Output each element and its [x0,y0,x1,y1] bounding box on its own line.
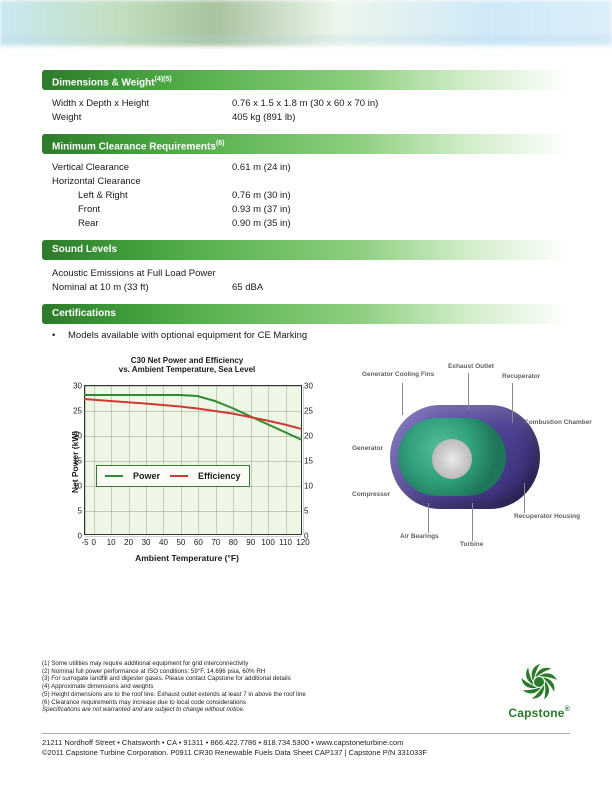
cutaway-diagram: Generator Cooling Fins Exhaust Outlet Re… [352,363,566,553]
footer: 21211 Nordhoff Street • Chatsworth • CA … [42,738,570,758]
label-compressor: Compressor [352,491,390,498]
kv-value: 0.76 x 1.5 x 1.8 m (30 x 60 x 70 in) [232,98,562,109]
kv-label: Horizontal Clearance [52,176,232,187]
chart-title-l2: vs. Ambient Temperature, Sea Level [119,365,256,374]
logo-name: Capstone® [508,706,570,720]
kv-value [232,176,562,187]
kv-value: 65 dBA [232,282,562,293]
bullet-dot: • [52,330,68,341]
dimensions-table: Width x Depth x Height0.76 x 1.5 x 1.8 m… [52,96,562,124]
section-header-dimensions: Dimensions & Weight(4)(5) [42,70,570,90]
lead-line [512,383,513,423]
chart-title: C30 Net Power and Efficiency vs. Ambient… [42,357,332,375]
kv-label: Width x Depth x Height [52,98,232,109]
kv-label: Front [52,204,232,215]
section-title-sup: (4)(5) [155,76,172,83]
footnote-3: (3) For surrogate landfill and digester … [42,675,570,683]
footnote-2: (2) Nominal full power performance at IS… [42,668,570,676]
footer-copyright: ©2011 Capstone Turbine Corporation. P091… [42,748,570,758]
chart-legend: Power Efficiency [96,465,250,487]
kv-label: Left & Right [52,190,232,201]
sound-note: Acoustic Emissions at Full Load Power [52,266,570,280]
lead-line [468,373,469,409]
kv-value: 0.93 m (37 in) [232,204,562,215]
footnote-1: (1) Some utilities may require additiona… [42,660,570,668]
section-header-cert: Certifications [42,304,570,324]
disclaimer: Specifications are not warranted and are… [42,706,570,714]
kv-row: Horizontal Clearance [52,174,562,188]
kv-row: Width x Depth x Height0.76 x 1.5 x 1.8 m… [52,96,562,110]
sound-table: Nominal at 10 m (33 ft)65 dBA [52,280,562,294]
section-header-sound: Sound Levels [42,240,570,260]
cert-bullet-line: • Models available with optional equipme… [52,330,570,341]
chart-x-label: Ambient Temperature (°F) [42,553,332,563]
power-efficiency-chart: C30 Net Power and Efficiency vs. Ambient… [42,357,332,567]
lead-line [428,503,429,533]
label-recuperator: Recuperator [502,373,540,380]
clearance-table: Vertical Clearance0.61 m (24 in)Horizont… [52,160,562,230]
cert-bullet-text: Models available with optional equipment… [68,330,307,341]
kv-value: 405 kg (891 lb) [232,112,562,123]
diagram-core [432,439,472,479]
label-exhaust-outlet: Exhaust Outlet [448,363,494,370]
footer-address: 21211 Nordhoff Street • Chatsworth • CA … [42,738,570,748]
kv-value: 0.90 m (35 in) [232,218,562,229]
kv-row: Front0.93 m (37 in) [52,202,562,216]
legend-swatch-power [105,475,123,477]
kv-value: 0.61 m (24 in) [232,162,562,173]
logo-icon [517,660,561,704]
section-header-clearance: Minimum Clearance Requirements(6) [42,134,570,154]
kv-label: Rear [52,218,232,229]
section-title: Sound Levels [52,244,117,255]
kv-label: Nominal at 10 m (33 ft) [52,282,232,293]
kv-label: Vertical Clearance [52,162,232,173]
legend-label-efficiency: Efficiency [198,471,241,481]
section-title: Minimum Clearance Requirements [52,141,216,152]
figures-row: C30 Net Power and Efficiency vs. Ambient… [42,357,570,567]
legend-swatch-efficiency [170,475,188,477]
label-generator-cooling-fins: Generator Cooling Fins [362,371,434,378]
section-title-sup: (6) [216,140,225,147]
chart-lines-svg [84,385,302,535]
footnote-6: (6) Clearance requirements may increase … [42,699,570,707]
chart-title-l1: C30 Net Power and Efficiency [131,356,243,365]
label-turbine: Turbine [460,541,483,548]
lead-line [472,503,473,541]
label-recuperator-housing: Recuperator Housing [514,513,580,520]
kv-value: 0.76 m (30 in) [232,190,562,201]
kv-row: Nominal at 10 m (33 ft)65 dBA [52,280,562,294]
label-air-bearings: Air Bearings [400,533,439,540]
capstone-logo: Capstone® [508,660,570,720]
footnote-5: (5) Height dimensions are to the roof li… [42,691,570,699]
section-title: Certifications [52,308,116,319]
section-title: Dimensions & Weight [52,77,155,88]
lead-line [402,383,403,415]
kv-label: Weight [52,112,232,123]
legend-label-power: Power [133,471,160,481]
page-content: Dimensions & Weight(4)(5) Width x Depth … [0,0,612,567]
kv-row: Rear0.90 m (35 in) [52,216,562,230]
footnote-4: (4) Approximate dimensions and weights [42,683,570,691]
kv-row: Left & Right0.76 m (30 in) [52,188,562,202]
registered-mark: ® [565,706,570,713]
footnotes: (1) Some utilities may require additiona… [42,660,570,714]
label-combustion-chamber: Combustion Chamber [524,419,592,426]
lead-line [524,483,525,513]
kv-row: Vertical Clearance0.61 m (24 in) [52,160,562,174]
kv-row: Weight405 kg (891 lb) [52,110,562,124]
footer-rule [42,733,570,734]
label-generator: Generator [352,445,383,452]
